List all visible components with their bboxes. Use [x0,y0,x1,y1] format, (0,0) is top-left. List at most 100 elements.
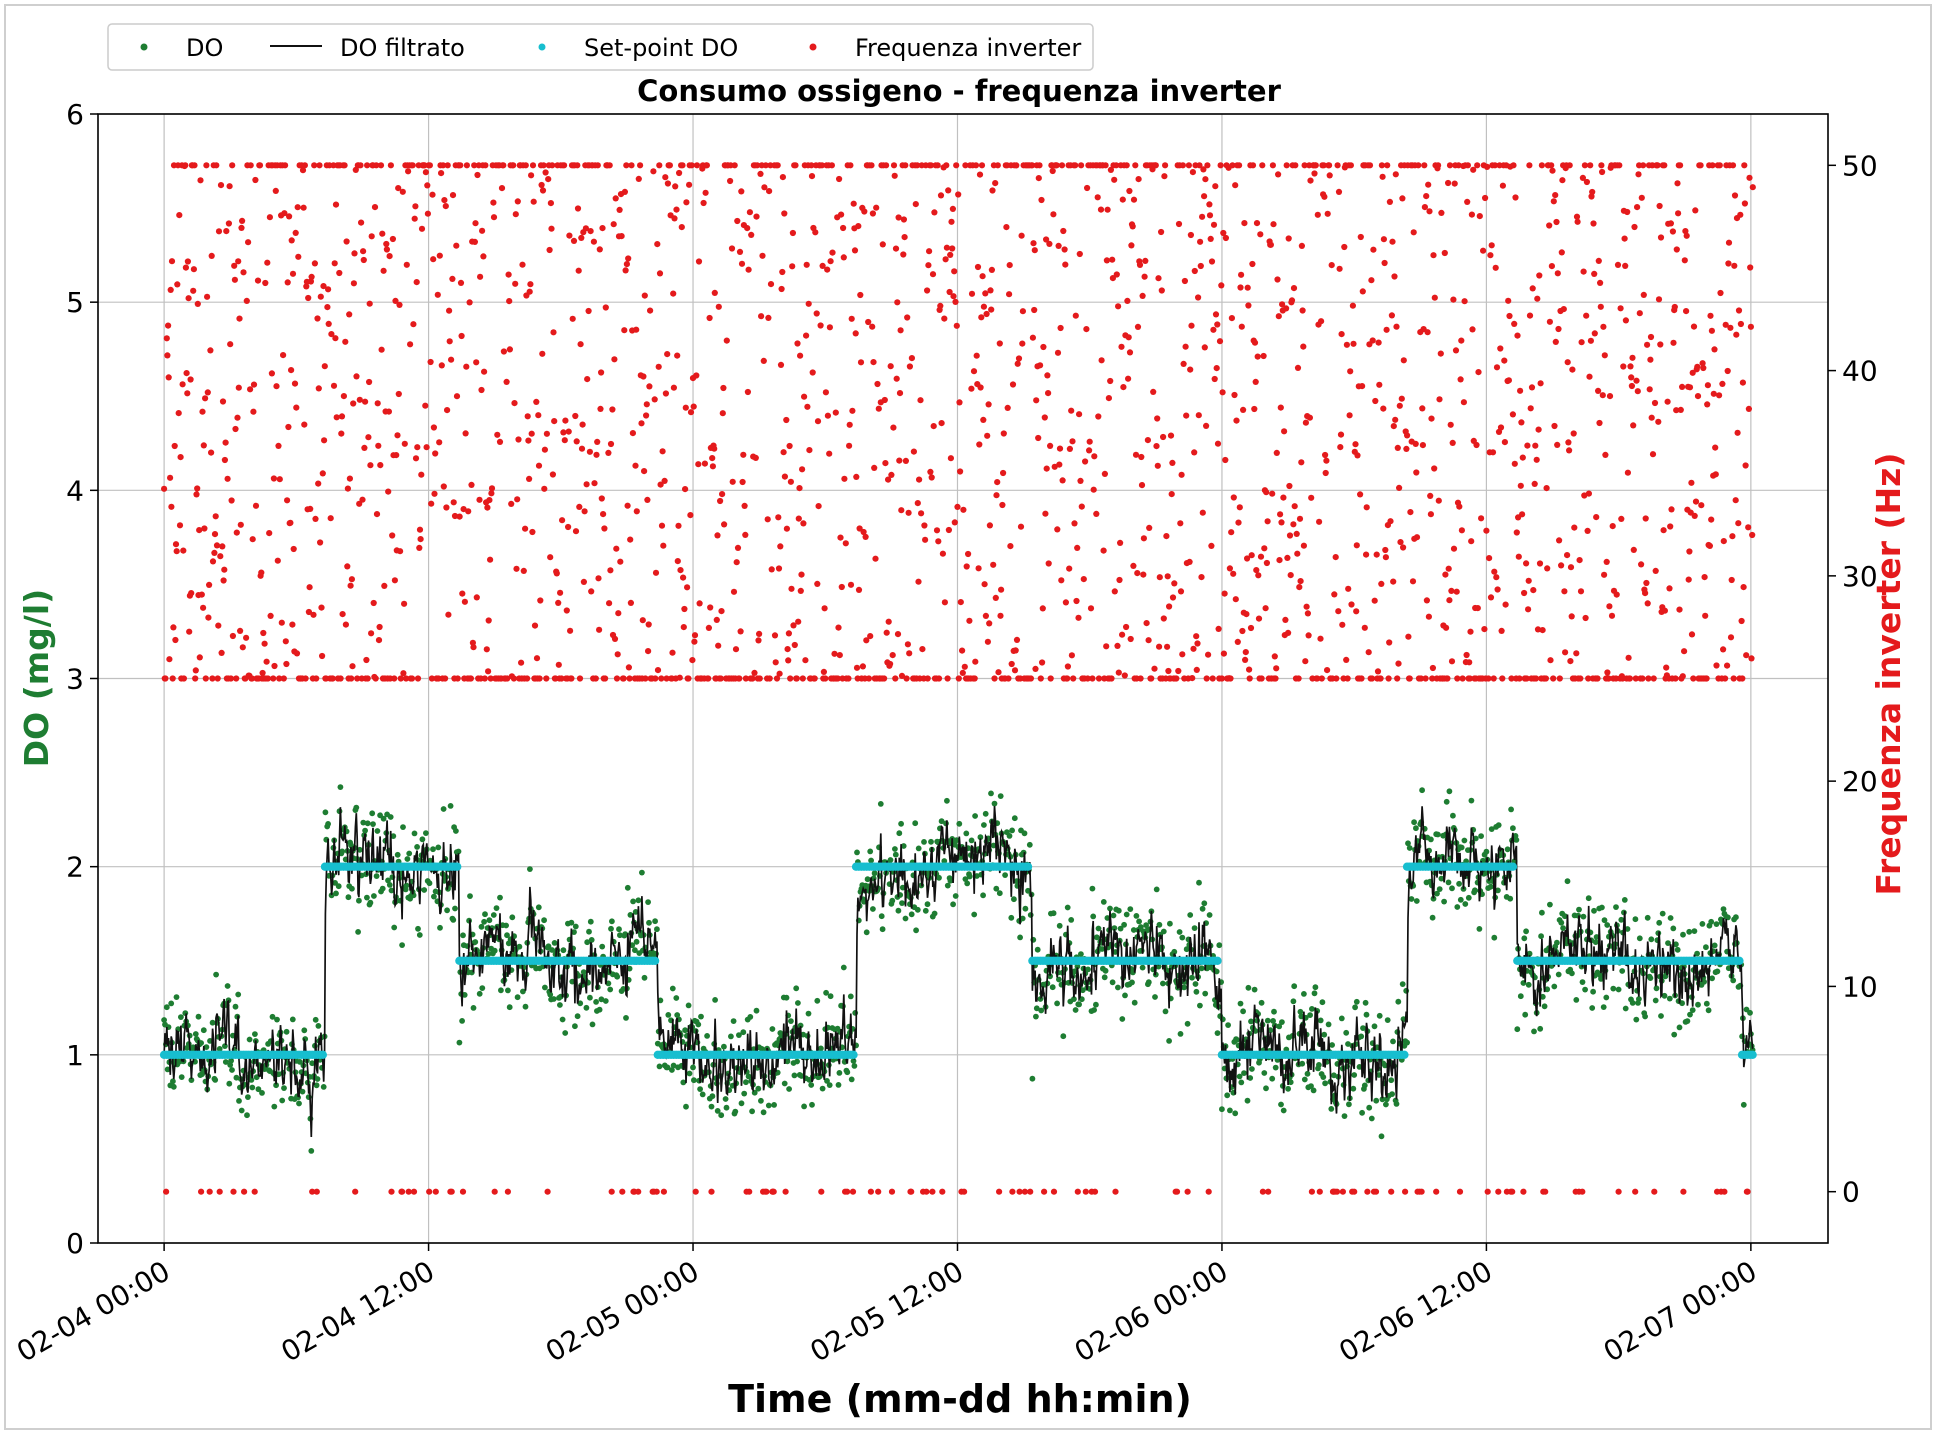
inverter-point [793,675,800,682]
inverter-point [528,430,535,437]
inverter-point [1742,462,1749,469]
inverter-point [1647,333,1655,341]
do-point [542,984,548,991]
inverter-point [286,213,293,220]
inverter-point [284,497,291,504]
do-point [928,838,934,845]
inverter-point [1102,162,1109,169]
do-point [164,1066,171,1073]
do-point [362,827,368,834]
inverter-point [428,675,435,682]
inverter-point [1694,393,1702,400]
inverter-point [1708,516,1715,523]
inverter-point [261,640,268,647]
inverter-point [1070,675,1077,682]
inverter-point [1454,675,1461,682]
do-point [690,1064,696,1071]
inverter-point [407,341,414,348]
inverter-point [422,169,429,176]
inverter-point [837,534,844,541]
do-point [1017,934,1023,941]
inverter-point [1629,354,1636,361]
do-point [1725,914,1731,921]
inverter-point [1501,357,1508,364]
inverter-point [1167,432,1175,439]
inverter-point [1357,491,1364,498]
inverter-point [1661,607,1668,614]
inverter-series [161,162,1756,1195]
inverter-point [180,547,187,554]
do-point [568,919,575,926]
do-point [622,931,629,937]
inverter-point [1082,458,1089,465]
do-point [1438,875,1445,882]
inverter-point [959,669,966,677]
do-point [178,1014,184,1020]
inverter-point [364,162,371,169]
inverter-point [594,162,601,169]
inverter-point [1263,559,1270,567]
inverter-point [915,578,922,585]
do-point [550,996,557,1002]
inverter-point [247,386,254,393]
inverter-point [1051,463,1058,470]
inverter-point [1040,343,1047,351]
inverter-point [1448,587,1455,595]
inverter-point [709,455,716,462]
inverter-point [1368,277,1375,284]
inverter-point [1534,626,1542,633]
do-point [1033,1013,1039,1020]
inverter-point [375,637,383,644]
inverter-point [1712,444,1719,451]
inverter-point [1238,323,1245,330]
inverter-point [162,675,169,682]
inverter-point [1626,675,1633,682]
inverter-point [1143,620,1150,627]
inverter-point [429,191,436,198]
inverter-point [777,543,784,550]
inverter-point [560,429,567,436]
inverter-point [1701,574,1708,581]
inverter-point [1195,294,1202,301]
inverter-point [454,675,461,682]
inverter-point [567,627,574,634]
inverter-point [1675,210,1682,217]
inverter-point [227,675,234,682]
inverter-point [562,417,569,424]
inverter-point [956,399,963,406]
inverter-point [1072,162,1079,169]
inverter-point [814,580,821,588]
inverter-point [821,605,828,612]
inverter-point [680,574,687,581]
inverter-point [1279,301,1286,308]
inverter-point [1725,260,1732,267]
inverter-point [1207,235,1214,242]
inverter-point [625,255,632,262]
inverter-point [1302,419,1309,426]
do-point [415,925,421,932]
x-tick-label: 02-07 00:00 [1598,1254,1763,1368]
inverter-point [1115,669,1122,676]
inverter-point [873,204,880,211]
do-point [1531,1028,1537,1035]
inverter-point [1442,571,1449,578]
inverter-point [1445,179,1452,187]
do-point [577,1000,584,1007]
inverter-point [1237,284,1244,291]
inverter-point [1585,490,1592,497]
do-point [963,830,970,837]
do-point [1547,901,1553,908]
do-point [560,947,567,954]
y-left-tick-label: 0 [66,1227,84,1260]
y-right-tick-label: 20 [1842,765,1878,798]
inverter-point [602,675,609,682]
do-point [516,943,523,950]
inverter-point [338,413,346,420]
inverter-point [787,478,795,485]
do-point [616,926,622,933]
inverter-point [914,162,921,169]
do-point [387,814,394,820]
inverter-point [783,416,790,424]
inverter-point [1586,373,1593,380]
